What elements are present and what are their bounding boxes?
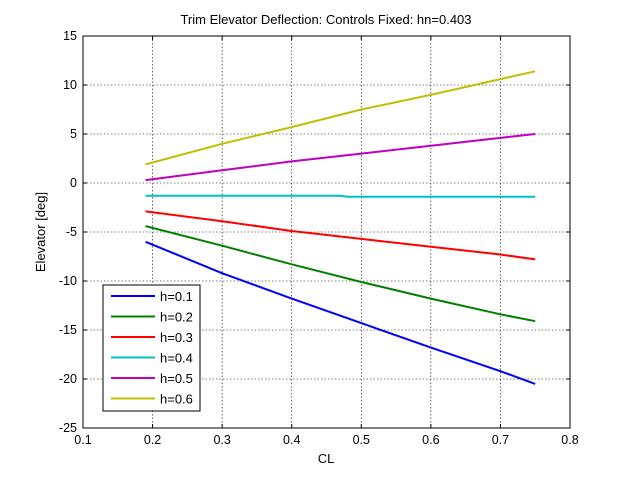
legend-label: h=0.3 (160, 330, 193, 345)
legend-label: h=0.4 (160, 351, 193, 366)
y-tick-label: -20 (59, 372, 77, 386)
x-axis-label: CL (318, 451, 335, 466)
series-line-h-0-6 (145, 70, 536, 166)
y-tick-labels: -25 -20 -15 -10 -5 0 5 10 15 (59, 29, 77, 435)
series-line-h-0-2 (145, 225, 536, 323)
x-tick-label: 0.6 (422, 433, 439, 447)
series-layer (145, 70, 536, 385)
series-line-h-0-1 (145, 240, 536, 385)
y-tick-label: -15 (59, 323, 77, 337)
legend-label: h=0.1 (160, 289, 193, 304)
legend-label: h=0.6 (160, 392, 193, 407)
legend-box (102, 284, 201, 412)
y-tick-label: 15 (63, 29, 77, 43)
series-line-h-0-5 (145, 133, 536, 182)
y-tick-label: -25 (59, 421, 77, 435)
x-tick-label: 0.1 (74, 433, 91, 447)
x-tick-label: 0.3 (213, 433, 230, 447)
y-axis-label: Elevator [deg] (33, 192, 48, 272)
legend-label: h=0.5 (160, 371, 193, 386)
legend: h=0.1 h=0.2 h=0.3 h=0.4 h=0.5 h=0.6 (102, 284, 201, 412)
x-tick-label: 0.5 (353, 433, 370, 447)
chart-title: Trim Elevator Deflection: Controls Fixed… (180, 12, 471, 27)
y-tick-label: 0 (70, 176, 77, 190)
y-tick-label: 10 (63, 78, 77, 92)
series-line-h-0-4 (145, 194, 536, 198)
series-line-h-0-3 (145, 210, 536, 261)
y-tick-label: 5 (70, 127, 77, 141)
legend-label: h=0.2 (160, 310, 193, 325)
x-tick-label: 0.2 (144, 433, 161, 447)
plot-frame (82, 35, 571, 429)
x-tick-label: 0.4 (283, 433, 300, 447)
x-tick-labels: 0.1 0.2 0.3 0.4 0.5 0.6 0.7 0.8 (74, 433, 578, 447)
y-tick-label: -5 (66, 225, 77, 239)
y-tick-label: -10 (59, 274, 77, 288)
x-tick-label: 0.8 (561, 433, 578, 447)
x-tick-label: 0.7 (492, 433, 509, 447)
